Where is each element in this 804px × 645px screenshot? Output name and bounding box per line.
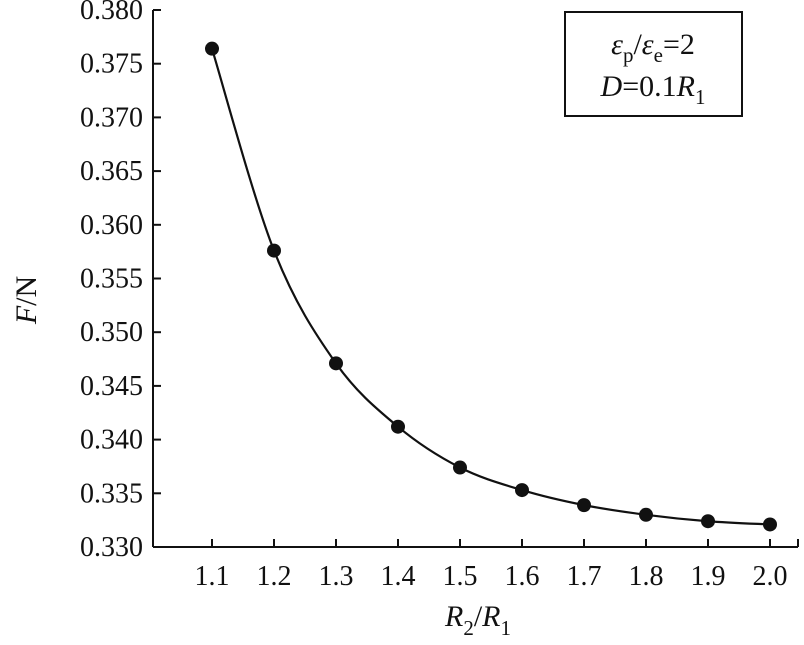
y-tick-label: 0.330	[80, 532, 143, 563]
x-axis-sub: 2	[463, 616, 474, 640]
data-point	[763, 517, 777, 532]
x-tick-label: 1.3	[319, 561, 354, 592]
x-axis-title: R2/R1	[444, 600, 511, 640]
data-point	[639, 507, 653, 522]
x-axis-sub2: 1	[501, 616, 512, 640]
legend-r-sub: 1	[695, 85, 706, 109]
legend-r-var: R	[676, 70, 695, 103]
legend-box	[564, 11, 743, 117]
legend-d-var: D	[600, 70, 623, 103]
data-point	[701, 514, 715, 529]
data-point	[453, 460, 467, 475]
x-tick-label: 1.6	[505, 561, 540, 592]
legend-var: ε	[611, 28, 623, 61]
legend-tail: =2	[663, 28, 695, 61]
data-point	[329, 356, 343, 371]
y-tick-label: 0.375	[80, 49, 143, 80]
legend-line-1: εp/εe=2	[611, 28, 695, 67]
legend-var2: ε	[642, 28, 654, 61]
x-tick-label: 2.0	[753, 561, 788, 592]
legend-line-2: D=0.1R1	[600, 70, 706, 109]
x-tick-label: 1.2	[257, 561, 292, 592]
x-tick-label: 1.9	[691, 561, 726, 592]
y-axis-var: F	[10, 305, 43, 325]
plot-area	[205, 41, 777, 532]
y-tick-label: 0.355	[80, 264, 143, 295]
x-tick-label: 1.5	[443, 561, 478, 592]
x-ticks: 1.1 1.2 1.3 1.4 1.5 1.6 1.7 1.8 1.9 2.0	[195, 539, 788, 592]
legend-d-mid: =0.1	[622, 70, 676, 103]
y-tick-label: 0.380	[80, 0, 143, 26]
x-axis-var: R	[444, 600, 463, 633]
y-tick-label: 0.365	[80, 156, 143, 187]
x-tick-label: 1.4	[381, 561, 416, 592]
y-ticks: 0.330 0.335 0.340 0.345 0.350 0.355 0.360 0.365…	[80, 0, 161, 563]
data-point	[391, 419, 405, 434]
y-tick-label: 0.360	[80, 210, 143, 241]
x-tick-label: 1.8	[629, 561, 664, 592]
data-point	[205, 41, 219, 56]
data-point	[515, 483, 529, 498]
legend-sub: p	[623, 43, 634, 67]
x-axis-var2: R	[481, 600, 500, 633]
y-tick-label: 0.335	[80, 478, 143, 509]
y-tick-label: 0.345	[80, 371, 143, 402]
y-axis-unit: /N	[10, 276, 43, 306]
x-axis-sep: /	[474, 600, 483, 633]
y-tick-label: 0.370	[80, 102, 143, 133]
x-tick-label: 1.7	[567, 561, 602, 592]
series-line	[210, 48, 771, 526]
data-point	[577, 498, 591, 513]
x-tick-label: 1.1	[195, 561, 230, 592]
data-point	[267, 243, 281, 258]
legend-sep: /	[633, 28, 642, 61]
y-tick-label: 0.340	[80, 425, 143, 456]
y-axis-title: F/N	[10, 276, 43, 325]
legend-sub2: e	[654, 43, 663, 67]
y-tick-label: 0.350	[80, 317, 143, 348]
legend: εp/εe=2 D=0.1R1	[564, 11, 743, 117]
